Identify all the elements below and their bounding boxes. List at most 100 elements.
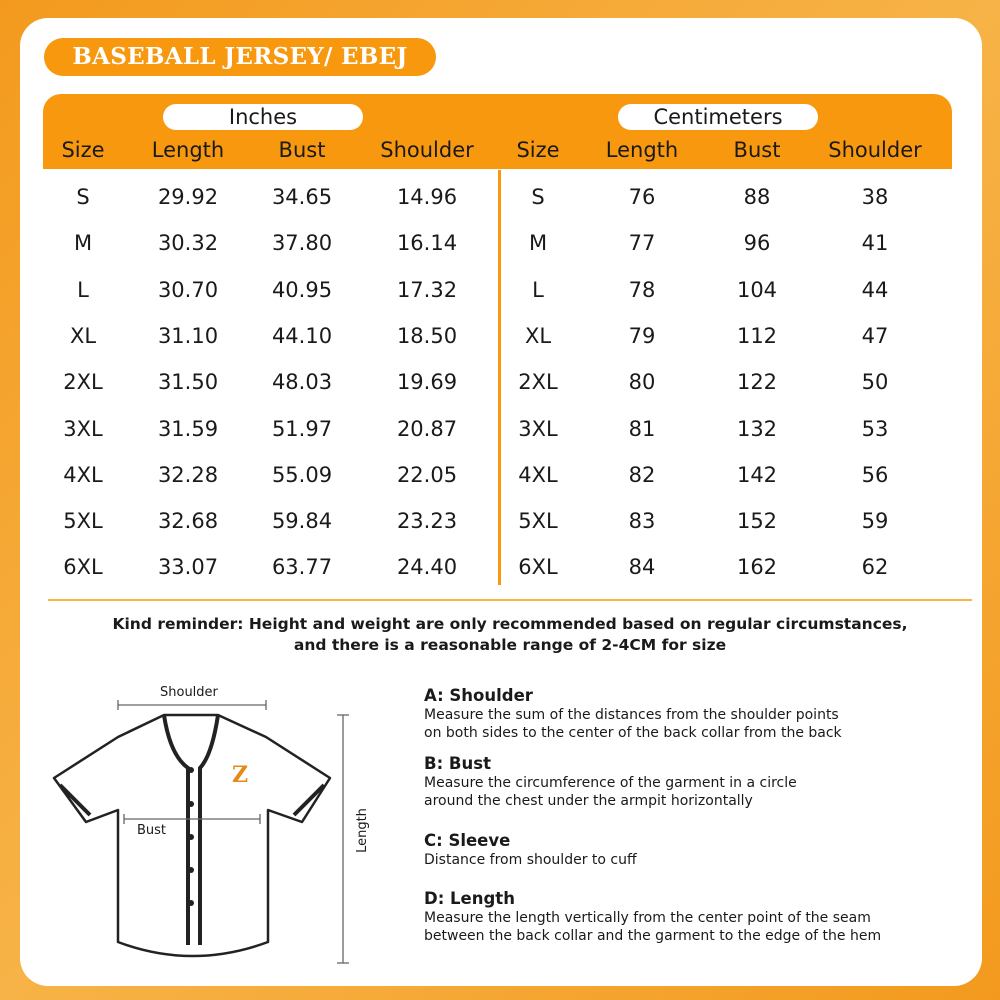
reminder-line: and there is a reasonable range of 2-4CM… <box>293 636 727 654</box>
table-cell: 59.84 <box>271 509 333 534</box>
table-cell: 3XL <box>63 416 103 441</box>
measure-text: Distance from shoulder to cuff <box>424 852 637 868</box>
table-cell: 104 <box>736 277 778 302</box>
table-cell: 34.65 <box>271 185 333 209</box>
measure-text: Measure the sum of the distances from th… <box>424 707 839 723</box>
table-header: Inches Centimeters <box>43 94 952 169</box>
measure-text: between the back collar and the garment … <box>424 928 882 944</box>
table-cell: 51.97 <box>271 416 333 441</box>
table-cell: 152 <box>736 509 778 534</box>
table-cell: 32.68 <box>157 509 219 534</box>
measure-text: Measure the length vertically from the c… <box>424 910 871 926</box>
table-cell: 3XL <box>518 416 558 441</box>
table-cell: 31.50 <box>157 370 219 395</box>
table-cell: 79 <box>628 323 656 348</box>
table-cell: 4XL <box>63 462 103 487</box>
measure-text: on both sides to the center of the back … <box>424 725 842 741</box>
measure-length: D: Length Measure the length vertically … <box>424 889 881 945</box>
table-cell: 6XL <box>518 555 558 580</box>
table-cell: 2XL <box>63 370 103 395</box>
column-header: Shoulder <box>380 138 474 162</box>
jersey-diagram: Z <box>52 700 349 964</box>
table-cell: 6XL <box>63 555 103 580</box>
table-cell: XL <box>524 323 552 348</box>
table-cell: 30.70 <box>157 277 219 302</box>
table-cell: 38 <box>861 185 889 209</box>
table-cell: 40.95 <box>271 277 333 302</box>
table-cell: 59 <box>861 509 889 534</box>
column-divider <box>498 170 501 585</box>
table-cell: 55.09 <box>271 462 333 487</box>
table-cell: 17.32 <box>396 277 458 302</box>
table-cell: 5XL <box>518 509 558 534</box>
table-cell: S <box>531 185 545 209</box>
column-header: Shoulder <box>828 138 922 162</box>
page-title: BASEBALL JERSEY/ EBEJ <box>44 38 436 76</box>
column-header: Size <box>516 138 560 162</box>
table-cell: 18.50 <box>396 323 458 348</box>
measure-bust: B: Bust Measure the circumference of the… <box>424 754 797 810</box>
table-cell: 20.87 <box>396 416 458 441</box>
brand-logo: Z <box>232 762 248 788</box>
table-cell: 30.32 <box>157 231 219 256</box>
measure-text: around the chest under the armpit horizo… <box>424 793 753 809</box>
table-cell: 5XL <box>63 509 103 534</box>
table-cell: 83 <box>628 509 656 534</box>
measure-title: A: Shoulder <box>424 686 533 705</box>
table-cell: 78 <box>628 277 656 302</box>
table-cell: 82 <box>628 462 656 487</box>
table-cell: L <box>532 277 544 302</box>
column-header: Size <box>61 138 105 162</box>
table-cell: 48.03 <box>271 370 333 395</box>
column-header: Bust <box>278 138 326 162</box>
shoulder-label: Shoulder <box>160 685 218 700</box>
table-cell: 81 <box>628 416 656 441</box>
table-cell: 19.69 <box>396 370 458 395</box>
table-cell: 24.40 <box>396 555 458 580</box>
reminder-line: Kind reminder: Height and weight are onl… <box>112 615 908 633</box>
column-header: Bust <box>733 138 781 162</box>
table-cell: 62 <box>861 555 889 580</box>
table-cell: 77 <box>628 231 656 256</box>
kind-reminder: Kind reminder: Height and weight are onl… <box>40 614 980 656</box>
table-cell: 76 <box>628 185 656 209</box>
centimeters-label: Centimeters <box>618 104 818 130</box>
inches-label: Inches <box>163 104 363 130</box>
measure-title: D: Length <box>424 889 515 908</box>
table-cell: 96 <box>743 231 771 256</box>
table-cell: 63.77 <box>271 555 333 580</box>
table-cell: S <box>76 185 90 209</box>
table-cell: 29.92 <box>157 185 219 209</box>
column-header: Length <box>151 138 225 162</box>
table-cell: L <box>77 277 89 302</box>
table-cell: 31.59 <box>157 416 219 441</box>
table-cell: 37.80 <box>271 231 333 256</box>
table-cell: 50 <box>861 370 889 395</box>
table-cell: 53 <box>861 416 889 441</box>
table-cell: 44 <box>861 277 889 302</box>
table-cell: 2XL <box>518 370 558 395</box>
measure-sleeve: C: Sleeve Distance from shoulder to cuff <box>424 831 637 869</box>
table-cell: 33.07 <box>157 555 219 580</box>
column-header: Length <box>605 138 679 162</box>
table-cell: 23.23 <box>396 509 458 534</box>
table-cell: 80 <box>628 370 656 395</box>
table-cell: 132 <box>736 416 778 441</box>
table-cell: 47 <box>861 323 889 348</box>
table-cell: 162 <box>736 555 778 580</box>
measure-text: Measure the circumference of the garment… <box>424 775 797 791</box>
table-cell: 14.96 <box>396 185 458 209</box>
table-cell: M <box>528 231 548 256</box>
table-cell: 32.28 <box>157 462 219 487</box>
table-cell: 44.10 <box>271 323 333 348</box>
section-divider <box>48 599 972 601</box>
bust-label: Bust <box>137 823 167 838</box>
measure-title: B: Bust <box>424 754 491 773</box>
measure-shoulder: A: Shoulder Measure the sum of the dista… <box>424 686 842 742</box>
table-cell: XL <box>69 323 97 348</box>
table-cell: 84 <box>628 555 656 580</box>
table-cell: 41 <box>861 231 889 256</box>
table-cell: 56 <box>861 462 889 487</box>
table-cell: 4XL <box>518 462 558 487</box>
table-cell: 31.10 <box>157 323 219 348</box>
